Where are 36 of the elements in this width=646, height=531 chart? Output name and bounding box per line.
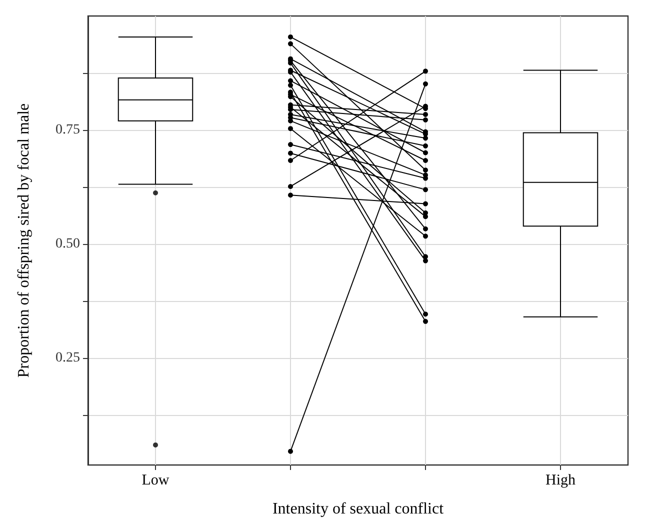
point — [423, 187, 428, 192]
point — [423, 136, 428, 141]
point — [288, 158, 293, 163]
point — [288, 448, 293, 454]
y-tick-label: 0.75 — [56, 122, 80, 138]
point — [288, 142, 293, 148]
point — [423, 318, 428, 324]
y-tick-label: 0.50 — [56, 236, 80, 252]
point — [423, 112, 428, 117]
point — [423, 312, 428, 317]
point — [423, 143, 428, 148]
x-axis-title: Intensity of sexual conflict — [272, 500, 444, 518]
point — [423, 68, 428, 74]
point — [423, 158, 428, 163]
point — [423, 214, 428, 220]
point — [423, 254, 428, 260]
point — [288, 126, 293, 132]
y-axis-title: Proportion of offspring sired by focal male — [16, 103, 32, 378]
point — [423, 258, 428, 264]
point — [288, 150, 293, 156]
point — [423, 168, 428, 173]
point — [423, 81, 428, 86]
y-tick-label: 0.25 — [56, 350, 80, 366]
point — [288, 41, 293, 46]
point — [288, 184, 293, 189]
point — [288, 82, 293, 88]
point — [423, 234, 428, 239]
point — [288, 192, 293, 198]
point — [423, 117, 428, 122]
point — [288, 78, 293, 84]
x-tick-label: High — [546, 472, 576, 488]
point — [288, 34, 293, 40]
point — [423, 201, 428, 206]
x-tick-label: Low — [142, 472, 170, 488]
point — [423, 150, 428, 156]
point — [423, 226, 428, 232]
